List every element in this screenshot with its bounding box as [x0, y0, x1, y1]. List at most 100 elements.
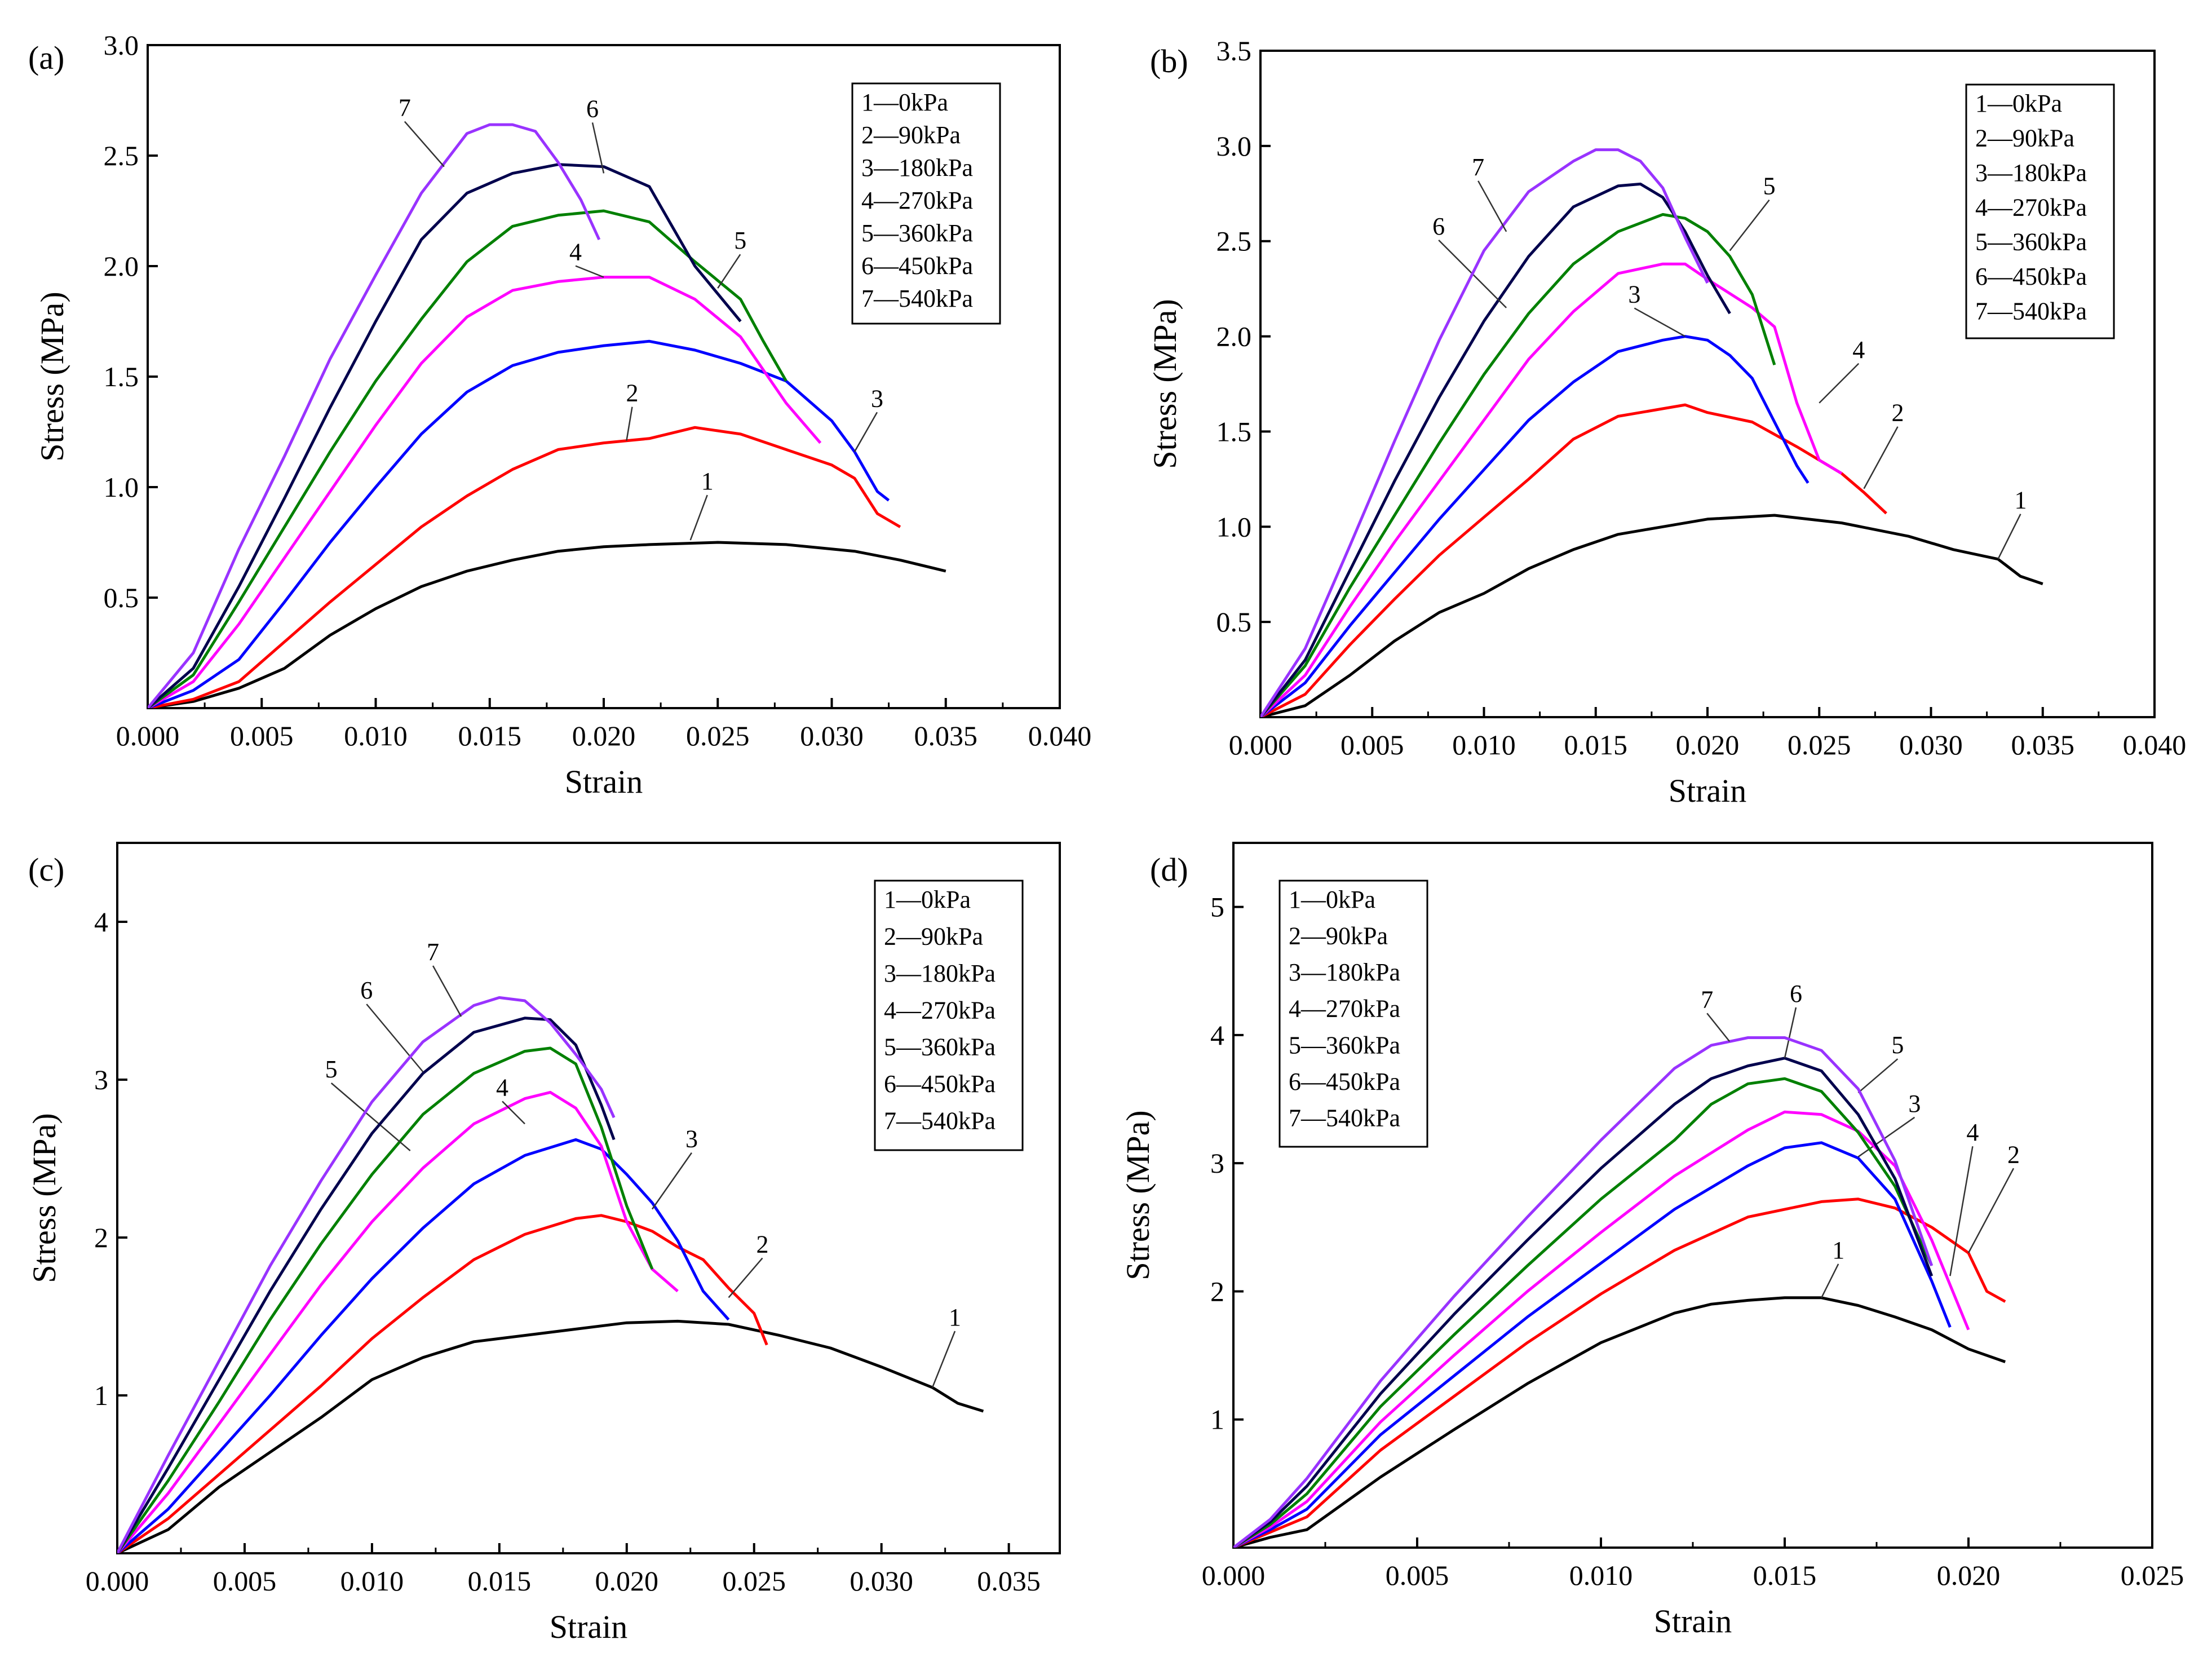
y-axis-label: Stress (MPa) — [1120, 1110, 1156, 1280]
series-line-4 — [1260, 262, 1843, 717]
curve-label-6: 6 — [1432, 213, 1445, 240]
legend-entry: 3—180kPa — [861, 154, 973, 182]
legend-entry: 3—180kPa — [884, 960, 996, 987]
x-tick-label: 0.025 — [722, 1565, 786, 1597]
x-tick-label: 0.015 — [1753, 1559, 1817, 1591]
curve-label-leader — [626, 406, 633, 441]
legend-entry: 6—450kPa — [861, 252, 973, 280]
curve-label-leader — [1863, 426, 1899, 489]
y-tick-label: 1 — [1210, 1404, 1224, 1435]
x-tick-label: 0.005 — [1386, 1559, 1449, 1591]
x-tick-label: 0.000 — [86, 1565, 149, 1597]
legend-entry: 5—360kPa — [861, 219, 973, 247]
chart-panel-4: (d) 0.000 0.005 0.010 0.015 0.020 0.025 1 2 3 4 5 St… — [1120, 842, 2184, 1640]
legend-box — [851, 82, 1001, 325]
curve-label-2: 2 — [2007, 1141, 2020, 1168]
x-tick-label: 0.000 — [116, 720, 180, 752]
legend-entry: 2—90kPa — [884, 922, 983, 950]
x-tick-label: 0.005 — [1341, 729, 1404, 761]
panel-letter: (c) — [28, 851, 64, 888]
curve-label-leader — [651, 1152, 692, 1210]
series-line-1 — [148, 541, 946, 708]
x-tick-label: 0.025 — [686, 720, 750, 752]
x-tick-label: 0.030 — [800, 720, 864, 752]
curve-label-leader — [432, 965, 462, 1017]
legend-entry: 2—90kPa — [1289, 922, 1388, 950]
y-tick-label: 5 — [1210, 891, 1224, 923]
x-tick-label: 0.005 — [230, 720, 294, 752]
curve-label-5: 5 — [325, 1055, 338, 1083]
chart-panel-3: (c) 0.000 0.005 0.010 0.015 0.020 0.025 0.030 0.… — [26, 842, 1061, 1645]
series-line-1 — [117, 1319, 984, 1553]
x-tick-label: 0.020 — [572, 720, 636, 752]
y-tick-label: 1.5 — [104, 361, 139, 392]
legend-entry: 6—450kPa — [1289, 1068, 1400, 1095]
y-tick-label: 3 — [1210, 1147, 1224, 1179]
curve-label-leader — [728, 1257, 763, 1298]
y-tick-label: 1.0 — [104, 471, 139, 503]
curve-label-leader — [717, 254, 741, 289]
curve-label-leader — [575, 265, 604, 278]
curve-label-6: 6 — [1790, 980, 1802, 1008]
y-tick-label: 1.5 — [1216, 416, 1252, 447]
legend-entry: 7—540kPa — [1289, 1104, 1400, 1132]
y-axis-label: Stress (MPa) — [34, 291, 70, 461]
series-line-5 — [1233, 1077, 1934, 1548]
chart-panel-1: (a) 0.000 0.005 0.010 0.015 0.020 0.025 0.030 0.… — [28, 29, 1091, 800]
series-line-1 — [1260, 514, 2043, 717]
series-line-3 — [1260, 335, 1810, 717]
legend-entry: 5—360kPa — [884, 1033, 996, 1061]
series-line-4 — [117, 1090, 679, 1553]
series-line-6 — [117, 1017, 616, 1553]
curve-label-2: 2 — [626, 379, 638, 407]
x-axis-label: Strain — [550, 1609, 628, 1645]
x-tick-label: 0.025 — [1788, 729, 1851, 761]
legend-entry: 2—90kPa — [1975, 124, 2074, 152]
curve-label-3: 3 — [871, 385, 883, 412]
legend-box — [1278, 880, 1428, 1148]
curve-label-leader — [1821, 1263, 1839, 1298]
legend-box — [1965, 83, 2115, 339]
legend-entry: 4—270kPa — [884, 996, 996, 1024]
series-line-2 — [1233, 1198, 2006, 1548]
y-tick-label: 3.5 — [1216, 35, 1252, 67]
panel-letter: (a) — [28, 39, 64, 76]
legend-entry: 4—270kPa — [1975, 193, 2087, 221]
curve-label-5: 5 — [734, 227, 746, 254]
x-tick-label: 0.000 — [1202, 1559, 1266, 1591]
curve-label-6: 6 — [586, 95, 599, 122]
curve-label-leader — [931, 1331, 956, 1388]
curve-label-leader — [366, 1004, 424, 1072]
x-tick-label: 0.035 — [2011, 729, 2075, 761]
curve-label-3: 3 — [1908, 1090, 1921, 1117]
legend-entry: 7—540kPa — [861, 285, 973, 312]
series-line-5 — [117, 1046, 654, 1553]
series-line-2 — [148, 426, 901, 708]
series-line-1 — [1233, 1296, 2006, 1548]
y-tick-label: 1.0 — [1216, 511, 1252, 542]
y-tick-label: 3.0 — [1216, 130, 1252, 162]
legend-entry: 1—0kPa — [884, 886, 971, 913]
legend-entry: 7—540kPa — [1975, 298, 2087, 325]
legend-entry: 3—180kPa — [1975, 159, 2087, 187]
curve-label-4: 4 — [569, 238, 582, 266]
curve-label-7: 7 — [1701, 986, 1713, 1013]
chart-panel-2: (b) 0.000 0.005 0.010 0.015 0.020 0.025 0.030 0.… — [1147, 35, 2186, 809]
curve-label-3: 3 — [1628, 281, 1640, 308]
series-line-7 — [1233, 1036, 1934, 1548]
y-axis-label: Stress (MPa) — [1147, 299, 1183, 469]
curve-label-1: 1 — [701, 467, 714, 495]
curve-label-2: 2 — [756, 1230, 769, 1258]
curve-label-leader — [853, 412, 878, 452]
y-tick-label: 1 — [94, 1380, 108, 1411]
y-tick-label: 2.0 — [104, 250, 139, 282]
x-tick-label: 0.015 — [468, 1565, 532, 1597]
y-tick-label: 0.5 — [104, 582, 139, 613]
curve-label-6: 6 — [360, 976, 373, 1004]
curve-label-7: 7 — [427, 938, 439, 966]
legend-entry: 5—360kPa — [1289, 1031, 1400, 1059]
x-tick-label: 0.010 — [340, 1565, 404, 1597]
series-line-3 — [1233, 1141, 1952, 1548]
y-tick-label: 2 — [1210, 1275, 1224, 1307]
